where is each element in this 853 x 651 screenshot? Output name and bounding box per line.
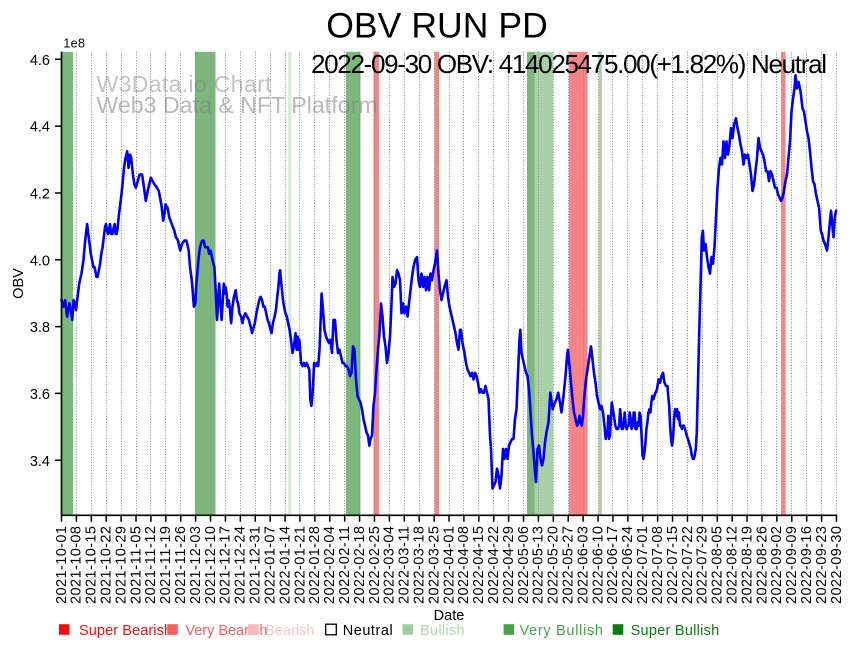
svg-text:2022-04-08: 2022-04-08 [456,526,472,604]
svg-text:Bearish: Bearish [265,623,314,639]
svg-text:2022-02-18: 2022-02-18 [352,526,368,604]
svg-text:2022-08-19: 2022-08-19 [739,526,755,604]
svg-text:W3Data.io Chart: W3Data.io Chart [97,71,273,97]
svg-text:2022-03-04: 2022-03-04 [382,526,398,604]
svg-text:2021-11-26: 2021-11-26 [173,526,189,604]
svg-text:Very Bullish: Very Bullish [520,623,604,639]
svg-text:Date: Date [434,608,465,624]
svg-text:4.4: 4.4 [30,120,50,136]
svg-text:2021-12-10: 2021-12-10 [203,526,219,604]
svg-text:2022-05-06: 2022-05-06 [516,526,532,604]
svg-text:Very Bearish: Very Bearish [185,623,267,639]
svg-text:2022-09-30: 2022-09-30 [829,526,845,604]
svg-text:2021-10-01: 2021-10-01 [54,526,70,604]
svg-text:2022-07-22: 2022-07-22 [680,526,696,604]
svg-text:2022-09-02: 2022-09-02 [769,526,785,604]
svg-text:2021-11-19: 2021-11-19 [158,526,174,604]
svg-text:2022-01-21: 2022-01-21 [292,526,308,604]
svg-text:OBV RUN PD: OBV RUN PD [326,6,548,46]
svg-text:Web3 Data & NFT Platform: Web3 Data & NFT Platform [97,92,378,118]
svg-text:2022-07-29: 2022-07-29 [695,526,711,604]
svg-text:2021-11-12: 2021-11-12 [143,526,159,604]
svg-text:2022-09-30 OBV: 414025475.00(+: 2022-09-30 OBV: 414025475.00(+1.82%) Neu… [311,49,827,79]
svg-text:2022-06-03: 2022-06-03 [575,526,591,604]
svg-text:4.6: 4.6 [30,53,50,69]
svg-text:2022-09-23: 2022-09-23 [814,526,830,604]
svg-text:2022-07-01: 2022-07-01 [635,526,651,604]
svg-text:2021-10-22: 2021-10-22 [99,526,115,604]
svg-text:2021-11-05: 2021-11-05 [128,526,144,604]
svg-text:2022-04-15: 2022-04-15 [471,526,487,604]
svg-text:4.0: 4.0 [30,253,50,269]
svg-text:2022-09-09: 2022-09-09 [784,526,800,604]
svg-text:2022-01-14: 2022-01-14 [277,526,293,604]
svg-text:2022-08-26: 2022-08-26 [754,526,770,604]
svg-text:3.6: 3.6 [30,387,50,403]
svg-text:2022-02-11: 2022-02-11 [337,526,353,604]
svg-text:2021-12-24: 2021-12-24 [233,526,249,604]
svg-text:2022-08-12: 2022-08-12 [724,526,740,604]
svg-text:2021-12-17: 2021-12-17 [218,526,234,604]
svg-text:2022-02-04: 2022-02-04 [322,526,338,604]
svg-text:2022-06-17: 2022-06-17 [605,526,621,604]
svg-text:2022-09-16: 2022-09-16 [799,526,815,604]
svg-text:2021-10-08: 2021-10-08 [69,526,85,604]
svg-text:2021-10-29: 2021-10-29 [113,526,129,604]
svg-text:2022-04-01: 2022-04-01 [441,526,457,604]
svg-text:2021-10-15: 2021-10-15 [84,526,100,604]
svg-text:2022-05-20: 2022-05-20 [546,526,562,604]
svg-text:2022-05-13: 2022-05-13 [531,526,547,604]
svg-text:2021-12-31: 2021-12-31 [248,526,264,604]
svg-text:2022-01-28: 2022-01-28 [307,526,323,604]
svg-text:2022-03-25: 2022-03-25 [426,526,442,604]
svg-text:2022-01-07: 2022-01-07 [262,526,278,604]
svg-text:2022-07-15: 2022-07-15 [665,526,681,604]
svg-text:2022-02-25: 2022-02-25 [367,526,383,604]
svg-text:2022-03-11: 2022-03-11 [397,526,413,604]
svg-text:2022-06-10: 2022-06-10 [590,526,606,604]
svg-text:OBV: OBV [11,268,27,299]
svg-text:2022-04-29: 2022-04-29 [501,526,517,604]
svg-text:3.4: 3.4 [30,454,50,470]
svg-text:Bullish: Bullish [420,623,464,639]
svg-text:Super Bullish: Super Bullish [631,623,720,639]
svg-text:2022-04-22: 2022-04-22 [486,526,502,604]
svg-text:2022-07-08: 2022-07-08 [650,526,666,604]
svg-text:2022-06-24: 2022-06-24 [620,526,636,604]
svg-text:2021-12-03: 2021-12-03 [188,526,204,604]
svg-text:2022-03-18: 2022-03-18 [411,526,427,604]
svg-text:4.2: 4.2 [30,187,50,203]
svg-text:2022-05-27: 2022-05-27 [561,526,577,604]
svg-text:Neutral: Neutral [343,623,393,639]
svg-text:2022-08-05: 2022-08-05 [710,526,726,604]
svg-text:1e8: 1e8 [63,37,85,51]
svg-text:3.8: 3.8 [30,320,50,336]
svg-text:Super Bearish: Super Bearish [79,623,172,639]
